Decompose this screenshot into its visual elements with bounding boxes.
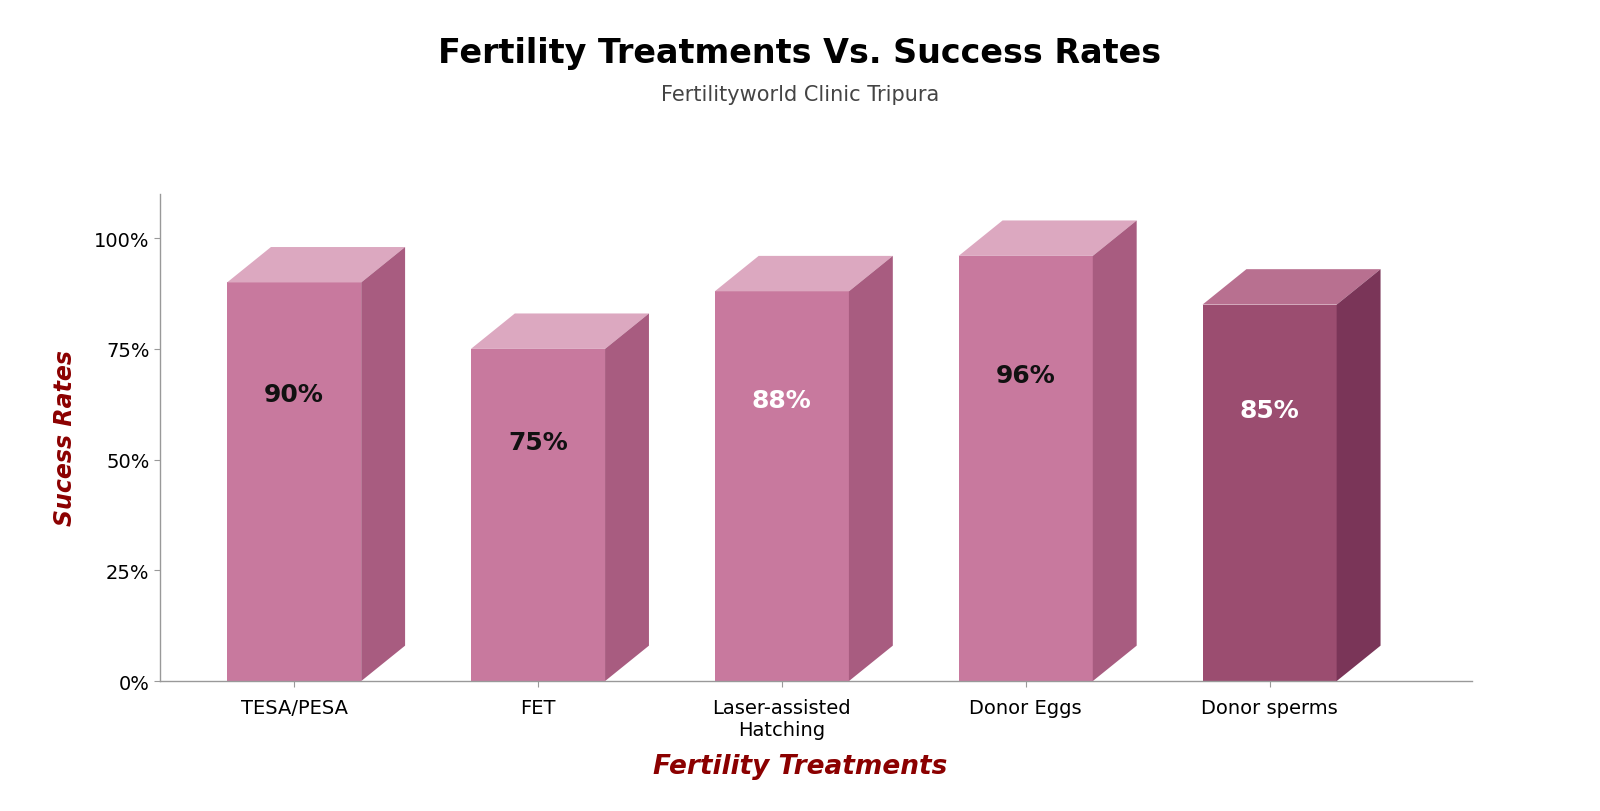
- Y-axis label: Sucess Rates: Sucess Rates: [53, 350, 77, 526]
- Polygon shape: [1336, 270, 1381, 681]
- Polygon shape: [470, 314, 650, 350]
- Text: Fertilityworld Clinic Tripura: Fertilityworld Clinic Tripura: [661, 85, 939, 105]
- Bar: [470, 350, 605, 681]
- Polygon shape: [958, 221, 1136, 256]
- Text: 75%: 75%: [509, 431, 568, 454]
- Text: Fertility Treatments: Fertility Treatments: [653, 753, 947, 779]
- Text: 96%: 96%: [995, 363, 1056, 388]
- Text: 88%: 88%: [752, 389, 811, 413]
- Bar: [958, 256, 1093, 681]
- Polygon shape: [1203, 270, 1381, 305]
- Polygon shape: [605, 314, 650, 681]
- Text: Fertility Treatments Vs. Success Rates: Fertility Treatments Vs. Success Rates: [438, 36, 1162, 70]
- Polygon shape: [362, 247, 405, 681]
- Bar: [227, 283, 362, 681]
- Polygon shape: [1093, 221, 1136, 681]
- Text: 90%: 90%: [264, 383, 325, 406]
- Polygon shape: [715, 256, 893, 292]
- Polygon shape: [227, 247, 405, 283]
- Polygon shape: [850, 256, 893, 681]
- Bar: [1203, 305, 1336, 681]
- Text: 85%: 85%: [1240, 398, 1299, 423]
- Bar: [715, 292, 850, 681]
